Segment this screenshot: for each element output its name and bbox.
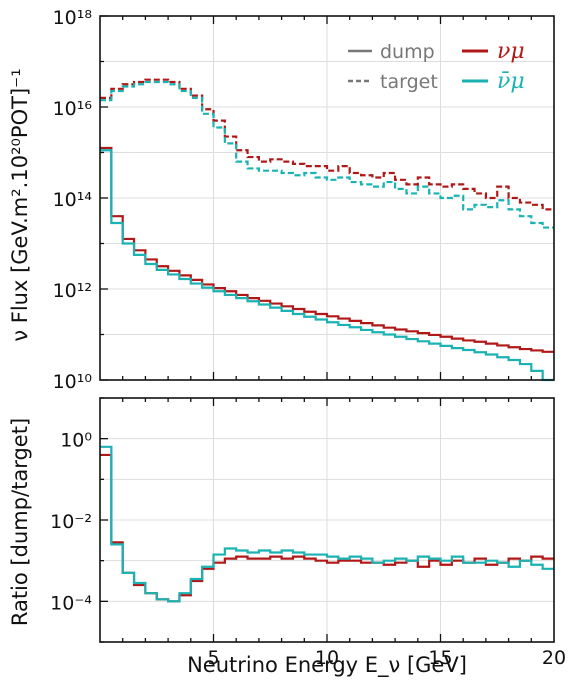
ratio-x-tick-label: 15 bbox=[428, 647, 452, 669]
flux-y-tick-label: 10¹⁰ bbox=[53, 371, 92, 393]
legend-particle-label-0: νμ bbox=[497, 39, 525, 64]
ratio-y-tick-label: 10⁻⁴ bbox=[50, 592, 92, 614]
ratio-y-tick-label: 10⁰ bbox=[60, 430, 92, 452]
legend-particle-label-1: ν̄μ bbox=[497, 69, 525, 94]
ratio-x-tick-label: 10 bbox=[315, 647, 339, 669]
flux-y-tick-label: 10¹² bbox=[53, 280, 92, 302]
ratio-x-tick-label: 5 bbox=[207, 647, 219, 669]
flux-panel: 10¹⁰ 10¹² 10¹⁴ 10¹⁶ 10¹⁸ bbox=[53, 7, 555, 393]
flux-series-target-0 bbox=[100, 78, 554, 211]
flux-series-target-1 bbox=[100, 80, 554, 229]
y-axis-title-ratio: Ratio [dump/target] bbox=[8, 418, 32, 626]
ratio-panel: 5 10 15 20 10⁰ 10⁻² 10⁻⁴ bbox=[50, 397, 566, 669]
flux-y-tick-label: 10¹⁶ bbox=[53, 98, 92, 120]
flux-series-dump-2 bbox=[100, 146, 554, 353]
ratio-y-tick-label: 10⁻² bbox=[50, 511, 92, 533]
flux-y-tick-label: 10¹⁴ bbox=[53, 189, 93, 211]
x-axis-title: Neutrino Energy E_ν [GeV] bbox=[187, 653, 467, 678]
legend: dump target νμ ν̄μ bbox=[348, 39, 525, 94]
flux-y-tick-label: 10¹⁸ bbox=[53, 7, 92, 29]
legend-dump-label: dump bbox=[380, 41, 435, 63]
y-axis-title-flux: ν Flux [GeV.m².10²⁰POT]⁻¹ bbox=[8, 68, 32, 341]
flux-series-dump-3 bbox=[100, 149, 554, 382]
ratio-x-tick-label: 20 bbox=[542, 647, 566, 669]
legend-target-label: target bbox=[380, 71, 438, 93]
ratio-series-dump-1 bbox=[100, 445, 554, 603]
